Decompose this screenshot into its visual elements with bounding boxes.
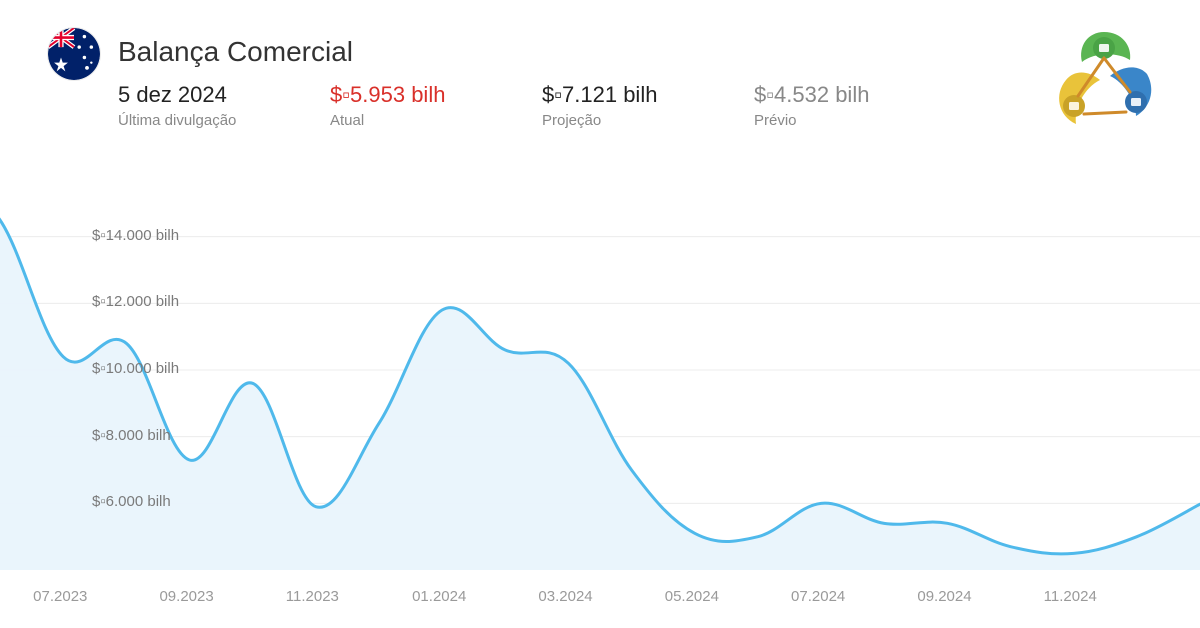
kpi-forecast-value: $▫7.121 bilh [542, 82, 682, 108]
x-tick-label: 09.2023 [159, 588, 213, 605]
x-tick-label: 09.2024 [917, 588, 971, 605]
kpi-actual-value: $▫5.953 bilh [330, 82, 470, 108]
kpi-previous-label: Prévio [754, 112, 894, 129]
x-tick-label: 05.2024 [665, 588, 719, 605]
y-tick-label: $▫14.000 bilh [92, 227, 179, 244]
y-tick-label: $▫8.000 bilh [92, 427, 171, 444]
x-tick-label: 07.2024 [791, 588, 845, 605]
kpi-previous: $▫4.532 bilh Prévio [754, 82, 894, 129]
kpi-actual: $▫5.953 bilh Atual [330, 82, 470, 129]
indicator-title: Balança Comercial [118, 36, 1160, 68]
x-tick-label: 11.2024 [1044, 588, 1097, 605]
kpi-release: 5 dez 2024 Última divulgação [118, 82, 258, 129]
x-tick-label: 07.2023 [33, 588, 87, 605]
brand-logo-icon [1044, 26, 1164, 146]
y-tick-label: $▫6.000 bilh [92, 493, 171, 510]
kpi-row: 5 dez 2024 Última divulgação $▫5.953 bil… [118, 82, 1160, 129]
kpi-forecast: $▫7.121 bilh Projeção [542, 82, 682, 129]
y-tick-label: $▫10.000 bilh [92, 360, 179, 377]
kpi-release-value: 5 dez 2024 [118, 82, 258, 108]
title-block: Balança Comercial 5 dez 2024 Última divu… [118, 28, 1160, 129]
y-tick-label: $▫12.000 bilh [92, 293, 179, 310]
kpi-release-label: Última divulgação [118, 112, 258, 129]
x-tick-label: 03.2024 [538, 588, 592, 605]
header: Balança Comercial 5 dez 2024 Última divu… [0, 0, 1200, 129]
kpi-previous-value: $▫4.532 bilh [754, 82, 894, 108]
flag-australia [48, 28, 100, 80]
kpi-forecast-label: Projeção [542, 112, 682, 129]
x-tick-label: 01.2024 [412, 588, 466, 605]
kpi-actual-label: Atual [330, 112, 470, 129]
x-tick-label: 11.2023 [286, 588, 339, 605]
